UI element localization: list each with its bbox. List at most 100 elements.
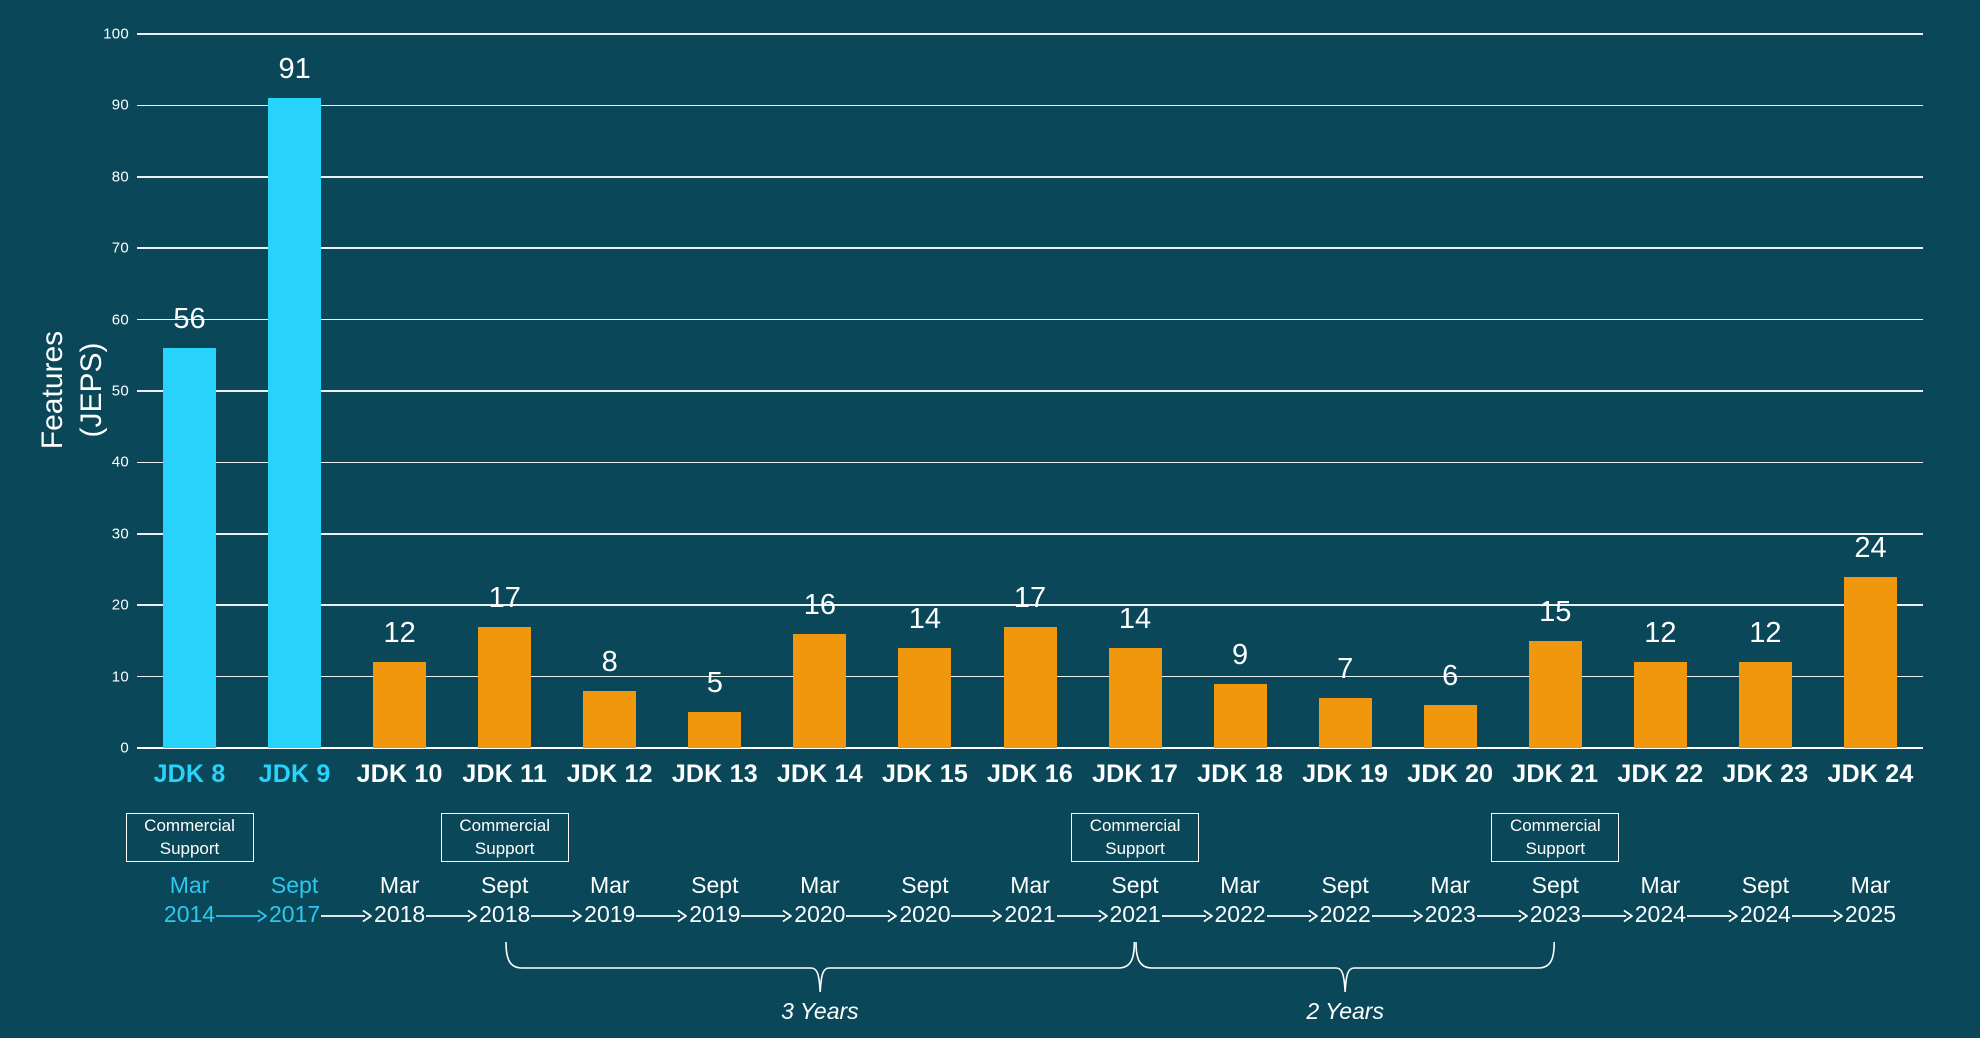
bar-value-label: 24 [1854,531,1887,564]
bar-value-label: 12 [1749,617,1782,650]
gridline [137,247,1923,249]
timeline-arrow-icon [424,908,480,929]
release-month: Sept [691,872,739,898]
duration-brace [504,941,1135,1002]
commercial-support-box: Commercial Support [125,813,254,862]
commercial-support-label-line1: Commercial [1509,816,1601,836]
release-month: Mar [800,872,840,898]
gridline [137,33,1923,35]
release-year: 2014 [163,901,216,927]
commercial-support-label-line2: Support [159,838,220,858]
release-year: 2022 [1319,901,1371,927]
release-year: 2025 [1844,901,1897,927]
timeline-arrow-icon [1055,908,1111,929]
y-tick-label: 90 [111,96,129,114]
bar-value-label: 12 [383,617,416,650]
duration-label: 3 Years [781,998,859,1024]
timeline-arrow-icon [319,908,375,929]
bar-value-label: 7 [1337,653,1354,686]
release-year: 2024 [1634,901,1686,927]
category-label: JDK 12 [566,760,653,788]
y-tick-label: 100 [103,25,129,43]
release-year: 2024 [1739,901,1791,927]
release-month: Sept [270,872,319,898]
timeline-arrow-icon [1370,908,1426,929]
bar-value-label: 8 [601,645,618,678]
commercial-support-label-line1: Commercial [1089,816,1181,836]
commercial-support-label-line2: Support [1525,838,1586,858]
bar [1633,662,1687,748]
category-label: JDK 19 [1302,760,1389,788]
y-tick-label: 70 [111,239,129,257]
commercial-support-label-line1: Commercial [144,816,235,836]
timeline-arrow-icon [214,908,270,929]
timeline-arrow-icon [1790,908,1846,929]
bar [1738,662,1792,748]
release-month: Mar [1640,872,1681,898]
release-month: Sept [901,872,949,898]
bar [688,712,742,748]
bar-value-label: 6 [1442,660,1459,693]
bar [478,626,532,748]
bar [1318,698,1372,748]
gridline [137,533,1923,535]
commercial-support-label-line2: Support [1105,838,1165,858]
category-label: JDK 13 [671,760,758,788]
timeline-arrow-icon [634,908,690,929]
release-month: Mar [379,872,420,898]
release-month: Mar [169,872,210,898]
bar-value-label: 14 [1118,603,1152,636]
y-tick-label: 30 [111,525,129,543]
release-year: 2020 [899,901,951,927]
category-label: JDK 11 [462,760,547,788]
release-year: 2020 [794,901,846,927]
bar-value-label: 9 [1232,638,1249,671]
category-label: JDK 22 [1617,760,1704,788]
release-month: Mar [1850,872,1891,898]
duration-label: 2 Years [1306,998,1384,1024]
release-year: 2021 [1004,901,1056,927]
release-year: 2021 [1109,901,1161,927]
release-year: 2018 [374,901,426,927]
gridline [137,104,1923,107]
bar [1003,626,1057,748]
commercial-support-box: Commercial Support [1071,813,1200,862]
bar [163,348,217,748]
bar [898,648,952,748]
gridline [137,176,1923,178]
bar [1528,640,1582,748]
commercial-support-label-line2: Support [474,838,535,858]
category-label: JDK 18 [1197,760,1284,788]
bar-value-label: 56 [173,303,206,336]
gridline [137,390,1923,392]
release-month: Mar [1430,872,1471,898]
y-tick-label: 80 [111,168,129,186]
release-month: Sept [1741,872,1790,898]
commercial-support-box: Commercial Support [1491,813,1620,862]
bar [1108,648,1162,748]
category-label: JDK 16 [987,760,1073,788]
category-label: JDK 20 [1407,760,1494,788]
timeline-arrow-icon [739,908,795,929]
bar [1423,705,1477,748]
release-year: 2018 [479,901,531,927]
release-month: Sept [1321,872,1369,898]
timeline-arrow-icon [1685,908,1741,929]
bar-value-label: 5 [706,667,723,700]
timeline-arrow-icon [949,908,1005,929]
release-year: 2023 [1424,901,1476,927]
timeline-arrow-icon [529,908,585,929]
bar [793,633,847,748]
commercial-support-box: Commercial Support [440,813,569,862]
timeline-arrow-icon [844,908,900,929]
bar [1213,683,1267,748]
category-label: JDK 9 [258,760,331,788]
bar [373,662,427,748]
category-label: JDK 10 [356,760,443,788]
bar [1843,576,1897,748]
release-year: 2019 [689,901,741,927]
bar [583,690,637,748]
y-tick-label: 40 [111,453,129,471]
duration-brace [1135,941,1556,1002]
